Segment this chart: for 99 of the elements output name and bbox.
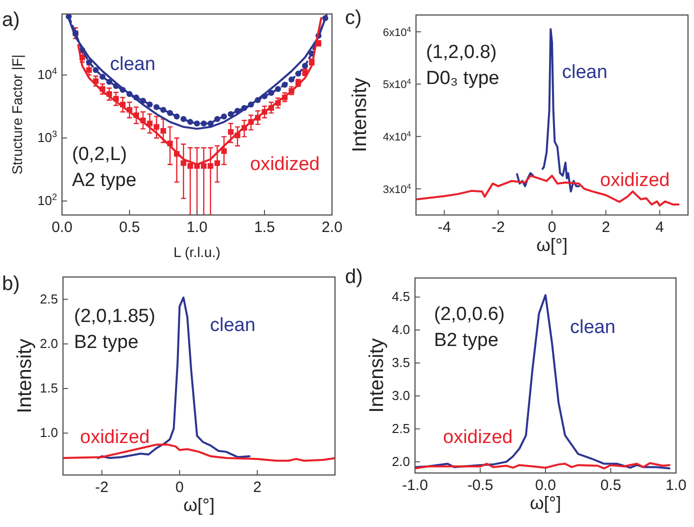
point [194, 120, 200, 126]
point [228, 129, 234, 135]
series-label: oxidized [600, 170, 670, 191]
chart-title: b) [2, 273, 20, 295]
y-tick-label: 4.0 [392, 322, 410, 338]
y-tick-label: 5x10$^{4}$ [382, 76, 412, 92]
y-tick-label: 4x10$^{4}$ [382, 128, 412, 144]
line-series [415, 294, 670, 470]
series-label: clean [562, 62, 608, 83]
annotation: A2 type [72, 170, 136, 191]
y-axis-title: Intensity [349, 78, 371, 152]
point [86, 67, 92, 73]
y-tick-label: 2.5 [392, 420, 410, 436]
x-tick-label: -0.5 [467, 477, 494, 494]
y-tick-label: 2.0 [40, 336, 58, 351]
y-tick-label: 2.0 [392, 454, 410, 469]
y-axis-title: Intensity [366, 338, 388, 413]
x-tick-label: 2 [253, 479, 262, 496]
point [187, 118, 194, 125]
x-axis-title: ω[°] [530, 493, 562, 513]
point [167, 110, 173, 116]
point [146, 102, 153, 108]
x-tick-label: 0 [175, 479, 184, 496]
point [154, 104, 160, 110]
series-label: oxidized [80, 427, 150, 448]
point [174, 113, 180, 120]
point [187, 163, 194, 169]
point [146, 120, 153, 126]
series-label: oxidized [250, 154, 320, 175]
point [86, 59, 92, 66]
point [180, 160, 186, 166]
point [92, 67, 99, 74]
x-tick-label: 0.5 [600, 477, 622, 494]
series-label: clean [110, 54, 156, 75]
point [200, 120, 207, 126]
annotation: B2 type [434, 330, 498, 351]
y-tick-label: 10$^{4}$ [37, 66, 57, 82]
annotation: D0₃ type [426, 68, 500, 89]
x-tick-label: 1.0 [666, 477, 686, 494]
point [295, 70, 302, 77]
chart-title: d) [345, 266, 363, 288]
point [214, 116, 220, 122]
x-tick-label: 2 [602, 219, 610, 236]
point [208, 163, 214, 169]
x-axis-title: ω[°] [183, 495, 215, 515]
y-axis-title: Structure Factor |F| [9, 54, 25, 175]
annotation: (2,0,1.85) [74, 306, 156, 327]
x-tick-label: 4 [656, 219, 664, 236]
y-tick-label: 1.0 [40, 425, 58, 440]
x-tick-label: -2 [95, 479, 109, 496]
point [106, 78, 112, 85]
x-tick-label: 1.5 [254, 219, 275, 236]
x-tick-label: 2.0 [322, 219, 342, 236]
y-tick-label: 3x10$^{4}$ [382, 181, 412, 196]
y-tick-label: 3.0 [392, 388, 410, 403]
point [268, 90, 274, 96]
point [214, 160, 220, 166]
y-axis-title: Intensity [14, 338, 36, 414]
series-label: clean [210, 315, 256, 336]
point [100, 74, 106, 80]
x-axis-title: ω[°] [536, 235, 568, 255]
point [180, 116, 186, 122]
x-tick-label: 1.0 [186, 219, 208, 236]
y-tick-label: 6x10$^{4}$ [382, 24, 412, 39]
point [302, 62, 308, 69]
point [221, 148, 227, 154]
y-tick-label: 2.5 [40, 291, 58, 306]
series-label: clean [570, 317, 616, 338]
y-tick-label: 10$^{3}$ [37, 129, 57, 146]
y-tick-label: 1.5 [40, 380, 58, 396]
y-tick-label: 10$^{2}$ [37, 192, 57, 208]
x-tick-label: 0.0 [535, 477, 556, 494]
chart-title: c) [345, 7, 362, 29]
point [275, 86, 281, 92]
x-tick-label: 0 [548, 219, 556, 236]
point [160, 106, 166, 113]
y-tick-label: 3.5 [392, 354, 410, 370]
x-tick-label: -2 [491, 219, 505, 236]
x-tick-label: 0.5 [119, 219, 140, 236]
series-label: oxidized [443, 427, 513, 448]
y-tick-label: 4.5 [392, 289, 410, 304]
point [154, 124, 160, 130]
x-tick-label: -4 [438, 219, 451, 236]
point [282, 82, 288, 88]
point [208, 120, 214, 126]
line-series [63, 444, 335, 462]
point [160, 128, 166, 134]
annotation: (0,2,L) [72, 144, 127, 165]
point [228, 111, 234, 118]
annotation: (1,2,0.8) [426, 42, 497, 63]
x-axis-title: L (r.l.u.) [174, 244, 220, 260]
point [288, 76, 294, 82]
x-tick-label: -1.0 [402, 477, 428, 494]
annotation: (2,0,0.6) [434, 304, 505, 325]
point [200, 163, 207, 169]
annotation: B2 type [74, 332, 138, 353]
x-tick-label: 0.0 [52, 219, 72, 236]
chart-title: a) [2, 9, 20, 31]
point [221, 113, 227, 120]
